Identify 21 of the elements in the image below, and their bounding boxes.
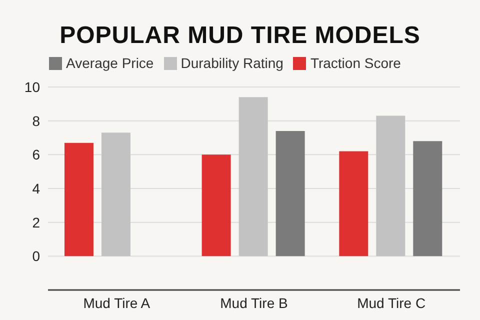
y-tick-label: 10 <box>24 78 40 95</box>
bar <box>339 151 368 256</box>
bar <box>64 142 94 256</box>
bar <box>101 132 130 256</box>
x-tick-label: Mud Tire A <box>83 294 151 311</box>
y-tick-label: 0 <box>32 248 40 264</box>
y-tick-label: 6 <box>32 146 40 163</box>
y-tick-label: 8 <box>32 112 40 129</box>
y-tick-label: 4 <box>32 180 40 196</box>
bar <box>238 97 268 256</box>
legend-label: Average Price <box>66 55 154 71</box>
y-tick-label: 2 <box>32 214 40 230</box>
bar <box>376 116 406 256</box>
bar <box>413 141 442 256</box>
x-tick-label: Mud Tire B <box>220 294 288 311</box>
bar <box>202 154 231 256</box>
legend-label: Traction Score <box>310 55 401 71</box>
chart-title: POPULAR MUD TIRE MODELS <box>58 22 422 50</box>
bar <box>276 130 305 256</box>
legend-label: Durability Rating <box>180 55 284 71</box>
x-tick-label: Mud Tire C <box>357 294 426 311</box>
